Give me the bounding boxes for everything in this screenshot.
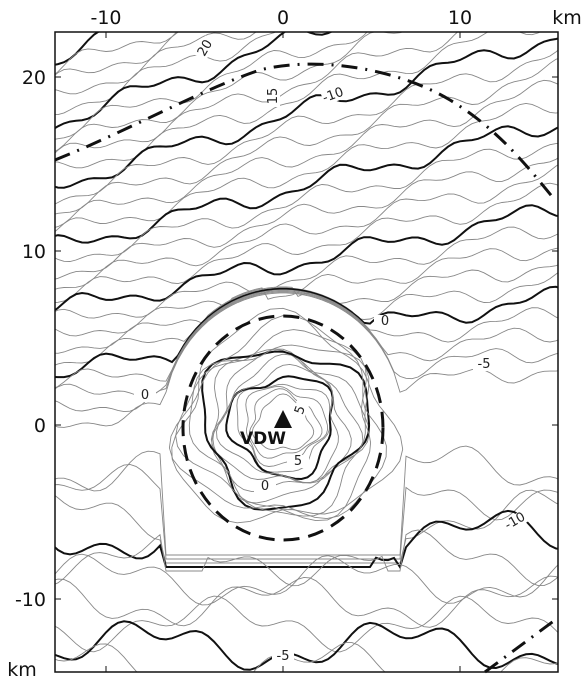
contour-line: [55, 79, 558, 228]
y-tick-label: 0: [34, 415, 46, 437]
x-unit: km: [552, 7, 582, 29]
contour-line: [55, 489, 558, 564]
contour-line-bold: [55, 37, 558, 189]
contour-line: [55, 102, 558, 233]
contour-label: -5: [478, 357, 491, 372]
contour-line: [55, 291, 558, 413]
contour-line: [55, 49, 558, 205]
contour-line: [55, 642, 558, 672]
contour-line: [55, 575, 558, 628]
contour-label: -5: [277, 649, 290, 664]
contour-line-bold: [55, 204, 558, 312]
contour-label: 5: [294, 454, 302, 469]
contour-label-bg: [272, 650, 294, 663]
contour-line: [55, 32, 459, 154]
contour-line: [55, 595, 558, 653]
contour-label: -10: [321, 85, 346, 106]
volcano-marker: [274, 410, 292, 428]
contour-line: [55, 226, 558, 319]
contour-line-bold: [225, 375, 334, 481]
contour-line-bold: [55, 32, 334, 130]
y-tick-label: 20: [22, 67, 46, 89]
contour-line: [55, 290, 558, 398]
contour-label: 0: [381, 314, 389, 329]
contour-line: [212, 348, 370, 504]
contour-label-bg: [374, 315, 396, 328]
x-tick-label: 0: [277, 7, 289, 29]
contour-line-bold: [201, 350, 371, 511]
caldera-outline: [181, 314, 385, 542]
contour-label-bg: [267, 85, 280, 107]
x-tick-label: -10: [90, 7, 121, 29]
contour-label: 15: [266, 88, 281, 105]
contour-label: 0: [261, 479, 269, 494]
contour-line: [188, 344, 370, 517]
contour-line: [55, 32, 368, 140]
contour-lines: [55, 32, 558, 672]
contour-line-bold: [55, 125, 558, 244]
contour-label-bg: [473, 358, 495, 371]
boundary-line: [484, 618, 556, 674]
contour-line: [55, 289, 558, 389]
contour-line: [55, 32, 404, 152]
contour-label: 20: [195, 37, 216, 59]
contour-line: [55, 58, 558, 215]
contour-line: [55, 32, 277, 116]
contour-line: [55, 32, 180, 76]
contour-label-bg: [502, 510, 529, 533]
contour-line: [55, 272, 558, 366]
contour-line: [175, 329, 372, 522]
contour-line: [55, 182, 558, 303]
contour-line: [55, 445, 558, 556]
contour-line: [211, 348, 364, 493]
y-unit: km: [7, 659, 37, 681]
contour-label-bg: [194, 35, 217, 62]
contour-line: [55, 529, 558, 587]
y-tick-label: 10: [22, 241, 46, 263]
map-frame: [54, 31, 559, 673]
contour-line: [55, 164, 558, 290]
contour-label-bg: [290, 397, 311, 423]
contour-label: 0: [141, 388, 149, 403]
contour-line: [55, 553, 558, 606]
volcano-label: VDW: [240, 429, 286, 449]
contour-line: [55, 32, 541, 169]
contour-line: [55, 464, 558, 560]
contour-label-bg: [320, 85, 346, 106]
y-tick-label: -10: [15, 589, 46, 611]
contour-line: [55, 32, 178, 75]
boundary-line: [55, 62, 557, 201]
contour-line: [168, 315, 387, 520]
x-tick-label: 10: [448, 7, 472, 29]
contour-line: [55, 264, 558, 354]
contour-line-bold: [55, 285, 558, 379]
contour-label-bg: [134, 389, 156, 402]
contour-line-bold: [55, 509, 558, 570]
contour-label-bg: [287, 455, 309, 468]
contour-label-bg: [254, 480, 276, 493]
contour-label: -10: [502, 510, 528, 534]
contour-line: [55, 32, 257, 95]
contour-line: [55, 142, 558, 262]
contour-line-bold: [55, 620, 558, 671]
contour-line: [55, 157, 558, 280]
